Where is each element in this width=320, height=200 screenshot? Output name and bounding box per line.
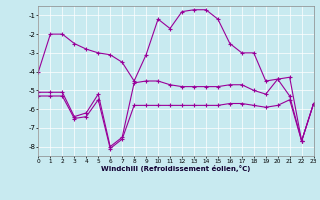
- X-axis label: Windchill (Refroidissement éolien,°C): Windchill (Refroidissement éolien,°C): [101, 165, 251, 172]
